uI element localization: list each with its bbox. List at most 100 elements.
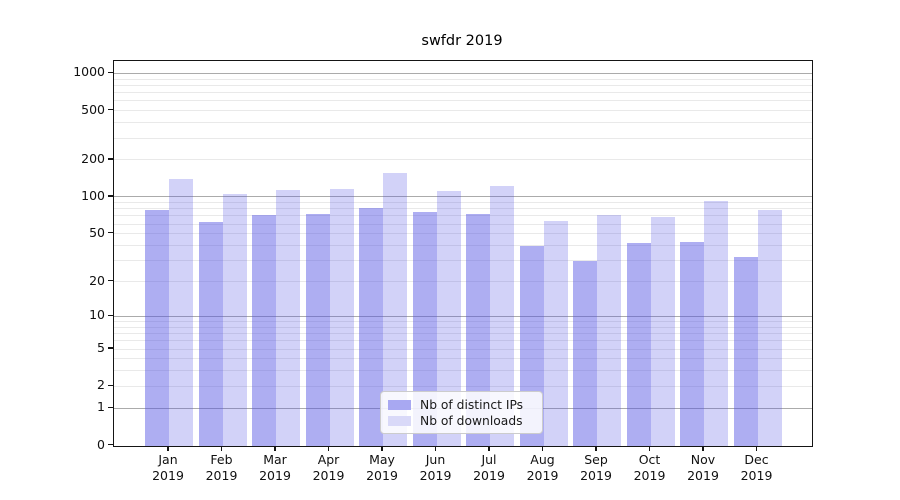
x-tick-month: Apr <box>317 451 340 467</box>
x-tick-mark <box>648 446 651 451</box>
x-tick-label: Apr 2019 <box>299 452 359 485</box>
y-tick-label: 50 <box>89 224 105 240</box>
bar-distinct-ips <box>145 210 169 446</box>
bar-distinct-ips <box>680 241 704 446</box>
x-tick-mark <box>755 446 758 451</box>
legend-item-distinct-ips: Nb of distinct IPs <box>388 397 533 413</box>
legend-item-downloads: Nb of downloads <box>388 413 533 429</box>
y-tick-mark <box>108 279 113 282</box>
x-tick-year: 2019 <box>740 468 773 483</box>
y-tick-label: 1 <box>97 399 105 415</box>
y-tick-label: 500 <box>81 101 105 117</box>
x-tick-mark <box>381 446 383 451</box>
minor-gridline <box>114 340 812 342</box>
bar-downloads <box>704 201 728 446</box>
minor-gridline <box>114 358 812 360</box>
legend-label: Nb of downloads <box>420 414 523 428</box>
minor-gridline <box>114 100 812 102</box>
x-tick-label: Jul 2019 <box>459 452 519 485</box>
y-tick-mark <box>108 347 113 349</box>
x-tick-month: Sep <box>584 451 608 467</box>
x-tick-label: Nov 2019 <box>673 452 733 485</box>
minor-gridline <box>114 110 812 112</box>
y-tick-label: 100 <box>81 187 105 203</box>
major-gridline <box>114 315 812 317</box>
bar-distinct-ips <box>198 222 223 446</box>
x-tick-mark <box>327 446 330 451</box>
bar-downloads <box>222 193 247 446</box>
x-tick-month: Oct <box>638 451 661 467</box>
legend: Nb of distinct IPs Nb of downloads <box>380 391 543 434</box>
y-tick-label: 0 <box>97 436 105 452</box>
y-tick-label: 10 <box>89 307 105 323</box>
x-tick-label: May 2019 <box>352 452 412 485</box>
x-tick-month: Dec <box>744 451 769 467</box>
minor-gridline <box>114 233 812 235</box>
x-tick-label: Jan 2019 <box>138 452 198 485</box>
plot-area <box>113 59 813 447</box>
y-tick-mark <box>108 158 113 160</box>
bar-distinct-ips <box>733 257 758 446</box>
x-tick-mark <box>167 446 169 451</box>
y-tick-label: 20 <box>89 272 105 288</box>
y-tick-mark <box>108 443 113 446</box>
x-tick-month: Nov <box>690 451 716 467</box>
x-tick-mark <box>220 446 223 451</box>
x-tick-label: Aug 2019 <box>513 452 573 485</box>
minor-gridline <box>114 370 812 372</box>
x-tick-year: 2019 <box>580 468 612 483</box>
x-tick-year: 2019 <box>633 468 666 483</box>
x-tick-mark <box>434 446 437 451</box>
x-tick-label: Dec 2019 <box>727 452 787 485</box>
y-tick-label: 1000 <box>73 64 105 80</box>
x-tick-year: 2019 <box>312 468 345 483</box>
x-tick-year: 2019 <box>366 468 398 483</box>
x-tick-month: Jan <box>158 451 178 467</box>
x-tick-mark <box>702 446 704 451</box>
x-tick-mark <box>274 446 276 451</box>
y-tick-mark <box>108 109 113 111</box>
bar-distinct-ips <box>305 214 330 446</box>
minor-gridline <box>114 84 812 86</box>
bar-downloads <box>329 188 354 446</box>
legend-swatch-downloads <box>388 416 411 426</box>
legend-label: Nb of distinct IPs <box>420 398 524 412</box>
minor-gridline <box>114 333 812 335</box>
minor-gridline <box>114 281 812 283</box>
y-tick-mark <box>108 384 113 387</box>
x-tick-year: 2019 <box>419 468 452 483</box>
x-tick-month: Mar <box>263 451 287 467</box>
minor-gridline <box>114 326 812 328</box>
bar-distinct-ips <box>573 260 597 446</box>
minor-gridline <box>114 78 812 80</box>
y-tick-mark <box>108 232 113 234</box>
y-tick-mark <box>108 195 113 197</box>
x-tick-month: Aug <box>530 451 555 467</box>
legend-swatch-distinct-ips <box>388 400 411 410</box>
x-tick-month: May <box>369 451 395 467</box>
x-tick-label: Jun 2019 <box>406 452 466 485</box>
x-tick-label: Sep 2019 <box>566 452 626 485</box>
x-tick-year: 2019 <box>259 468 291 483</box>
x-tick-month: Feb <box>210 451 233 467</box>
bar-downloads <box>276 189 300 446</box>
y-tick-label: 2 <box>97 377 105 393</box>
minor-gridline <box>114 348 812 350</box>
x-tick-label: Oct 2019 <box>620 452 680 485</box>
x-tick-mark <box>488 446 490 451</box>
x-tick-year: 2019 <box>205 468 238 483</box>
x-tick-label: Feb 2019 <box>192 452 252 485</box>
bar-downloads <box>543 220 568 446</box>
bar-distinct-ips <box>252 215 276 446</box>
minor-gridline <box>114 92 812 94</box>
x-tick-year: 2019 <box>526 468 559 483</box>
bar-distinct-ips <box>626 242 651 446</box>
minor-gridline <box>114 159 812 161</box>
minor-gridline <box>114 385 812 387</box>
bar-downloads <box>757 210 782 446</box>
x-tick-month: Jul <box>481 451 497 467</box>
major-gridline <box>114 196 812 198</box>
minor-gridline <box>114 260 812 262</box>
x-tick-month: Jun <box>425 451 446 467</box>
